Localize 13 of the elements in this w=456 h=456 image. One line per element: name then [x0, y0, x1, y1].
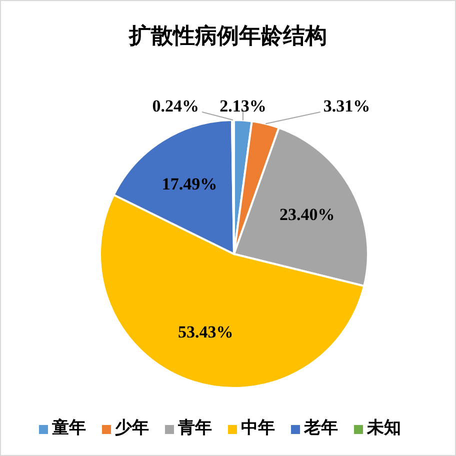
legend-label: 童年	[52, 418, 86, 437]
legend-label: 中年	[241, 418, 275, 437]
data-label: 23.40%	[280, 205, 335, 224]
chart-title: 扩散性病例年龄结构	[128, 22, 328, 50]
data-label: 17.49%	[162, 174, 218, 194]
legend-label: 未知	[367, 418, 401, 437]
data-label: 53.43%	[178, 322, 234, 342]
data-label: 3.31%	[323, 96, 370, 116]
data-label: 0.24%	[152, 96, 199, 116]
legend-label: 青年	[178, 418, 212, 437]
legend-label: 少年	[115, 418, 149, 437]
data-label: 2.13%	[220, 96, 266, 116]
legend-label: 老年	[304, 418, 338, 437]
